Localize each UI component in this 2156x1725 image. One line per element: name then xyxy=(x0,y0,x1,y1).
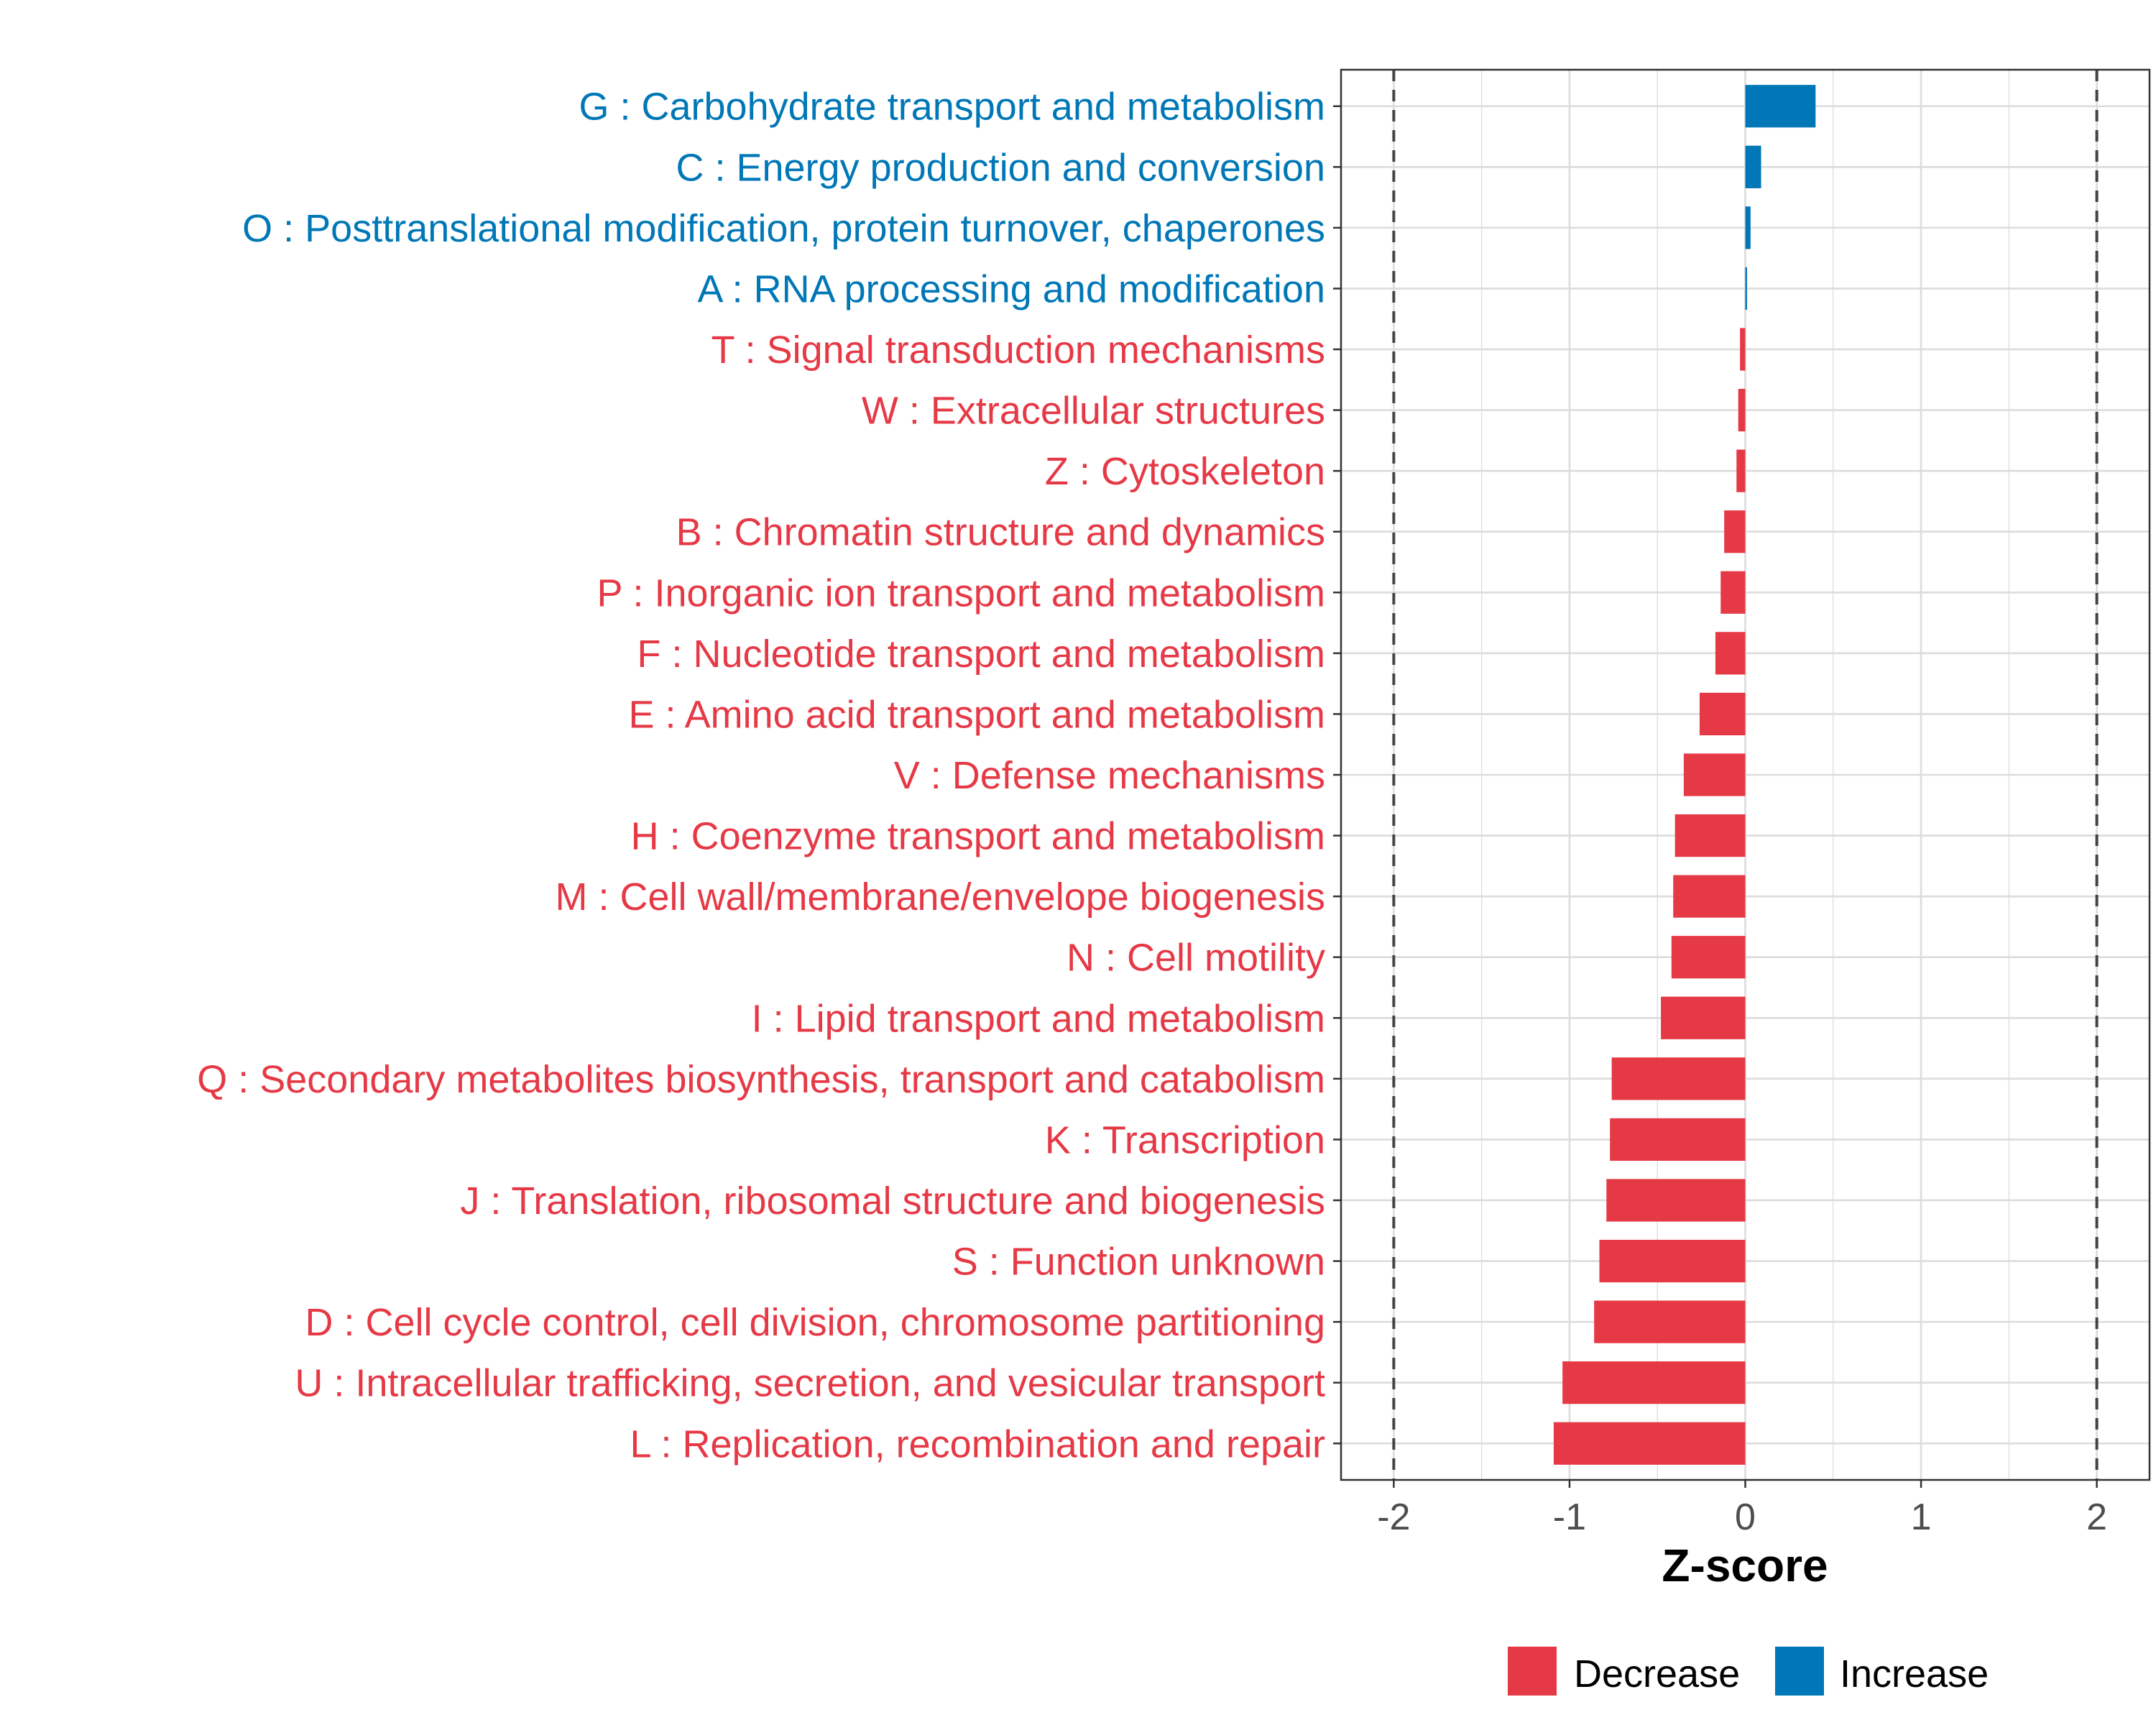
bar xyxy=(1745,206,1751,249)
category-label: K : Transcription xyxy=(1045,1118,1325,1162)
category-label: E : Amino acid transport and metabolism xyxy=(629,693,1325,736)
bar xyxy=(1715,632,1746,675)
bar xyxy=(1611,1057,1746,1100)
bar-layer xyxy=(1553,85,1816,1465)
legend-swatch-increase xyxy=(1775,1647,1824,1696)
x-tick-label: -2 xyxy=(1377,1496,1410,1538)
bar xyxy=(1720,571,1746,614)
category-label: T : Signal transduction mechanisms xyxy=(711,328,1325,372)
bar xyxy=(1738,388,1746,432)
bar xyxy=(1745,85,1816,128)
bar xyxy=(1736,449,1746,492)
bar xyxy=(1699,692,1746,736)
bar xyxy=(1562,1361,1746,1404)
category-label: P : Inorganic ion transport and metaboli… xyxy=(596,571,1325,615)
x-tick-label: 2 xyxy=(2086,1496,2107,1538)
x-axis-title: Z-score xyxy=(1662,1540,1828,1591)
bar xyxy=(1683,753,1746,796)
x-tick-label: 0 xyxy=(1735,1496,1756,1538)
category-label: Q : Secondary metabolites biosynthesis, … xyxy=(197,1058,1325,1101)
bar xyxy=(1661,996,1746,1039)
category-label: M : Cell wall/membrane/envelope biogenes… xyxy=(555,875,1325,919)
bar xyxy=(1553,1422,1746,1465)
y-ticks xyxy=(1333,105,1341,1445)
bar xyxy=(1740,328,1746,371)
bar xyxy=(1745,145,1761,188)
x-ticks xyxy=(1393,1480,2098,1488)
bar xyxy=(1724,510,1746,553)
category-label: N : Cell motility xyxy=(1067,937,1325,980)
category-label: W : Extracellular structures xyxy=(862,390,1325,433)
category-label: F : Nucleotide transport and metabolism xyxy=(637,632,1325,676)
category-label: G : Carbohydrate transport and metabolis… xyxy=(579,86,1326,129)
x-tick-labels: -2 -1 0 1 2 xyxy=(1377,1496,2107,1538)
category-label: B : Chromatin structure and dynamics xyxy=(676,511,1325,554)
category-label: Z : Cytoskeleton xyxy=(1045,450,1325,493)
category-label: U : Intracellular trafficking, secretion… xyxy=(295,1362,1325,1405)
legend-label-increase: Increase xyxy=(1840,1652,1989,1696)
category-label: H : Coenzyme transport and metabolism xyxy=(631,815,1325,858)
category-label: S : Function unknown xyxy=(952,1241,1325,1284)
y-tick-labels: G : Carbohydrate transport and metabolis… xyxy=(197,86,1325,1466)
category-label: J : Translation, ribosomal structure and… xyxy=(460,1179,1325,1223)
category-label: D : Cell cycle control, cell division, c… xyxy=(305,1301,1325,1344)
bar xyxy=(1673,875,1746,918)
category-label: C : Energy production and conversion xyxy=(676,146,1325,189)
category-label: O : Posttranslational modification, prot… xyxy=(242,207,1325,250)
category-label: A : RNA processing and modification xyxy=(698,267,1325,310)
bar xyxy=(1594,1300,1746,1343)
legend-swatch-decrease xyxy=(1508,1647,1557,1696)
bar xyxy=(1745,267,1747,310)
legend: Decrease Increase xyxy=(1508,1647,1989,1696)
bar xyxy=(1671,936,1746,979)
reference-lines xyxy=(1392,70,2099,1480)
legend-label-decrease: Decrease xyxy=(1574,1652,1740,1696)
x-tick-label: 1 xyxy=(1911,1496,1932,1538)
category-label: V : Defense mechanisms xyxy=(894,754,1325,797)
bar xyxy=(1610,1118,1746,1162)
bar xyxy=(1674,814,1746,857)
category-label: L : Replication, recombination and repai… xyxy=(630,1422,1325,1466)
bar xyxy=(1599,1239,1746,1283)
x-tick-label: -1 xyxy=(1553,1496,1586,1538)
bar xyxy=(1606,1179,1746,1222)
category-label: I : Lipid transport and metabolism xyxy=(752,997,1325,1040)
